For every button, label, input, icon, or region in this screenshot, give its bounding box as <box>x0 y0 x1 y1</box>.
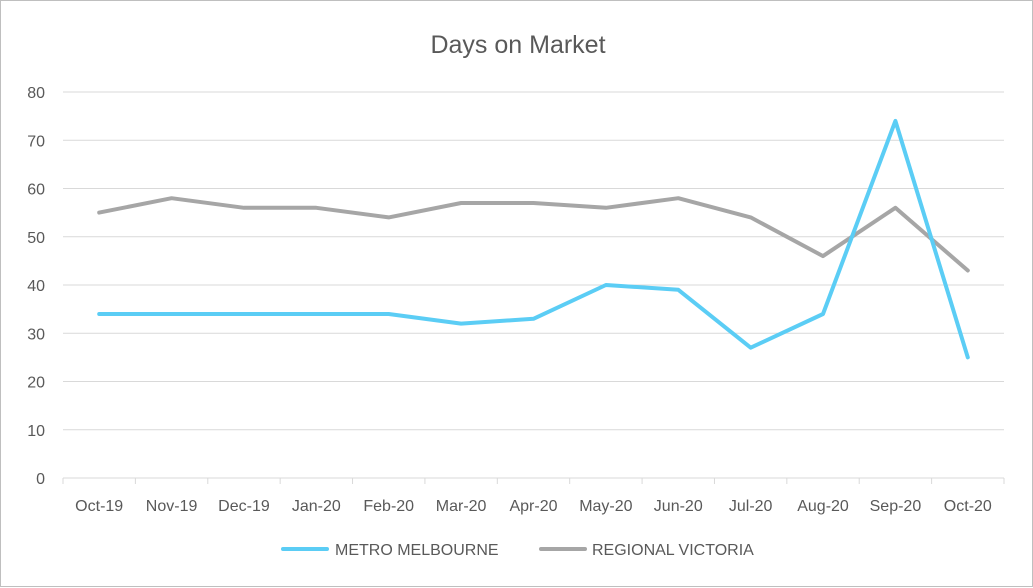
x-tick-label: Oct-19 <box>75 498 123 515</box>
legend-label: REGIONAL VICTORIA <box>592 542 754 559</box>
y-tick-label: 20 <box>27 375 45 392</box>
y-tick-label: 10 <box>27 423 45 440</box>
x-tick-label: Feb-20 <box>363 498 414 515</box>
x-tick-label: Jun-20 <box>654 498 703 515</box>
x-tick-label: Jul-20 <box>729 498 773 515</box>
y-tick-label: 70 <box>27 133 45 150</box>
y-tick-label: 50 <box>27 230 45 247</box>
x-tick-label: Apr-20 <box>509 498 557 515</box>
series-lines <box>97 118 970 360</box>
y-tick-label: 60 <box>27 182 45 199</box>
y-tick-label: 0 <box>36 471 45 488</box>
x-tick-label: Mar-20 <box>436 498 487 515</box>
x-tick-label: May-20 <box>579 498 632 515</box>
x-tick-label: Oct-20 <box>944 498 992 515</box>
x-tick-label: Jan-20 <box>292 498 341 515</box>
x-tick-label: Dec-19 <box>218 498 270 515</box>
x-axis-ticks: Oct-19 Nov-19 Dec-19 Jan-20 Feb-20 Mar-20 Apr-… <box>62 478 1005 515</box>
gridlines <box>63 91 1004 479</box>
x-tick-label: Nov-19 <box>146 498 198 515</box>
x-tick-label: Aug-20 <box>797 498 849 515</box>
y-tick-label: 80 <box>27 85 45 102</box>
series-line-0 <box>97 118 970 360</box>
legend-label: METRO MELBOURNE <box>335 542 499 559</box>
x-tick-label: Sep-20 <box>870 498 922 515</box>
chart-title: Days on Market <box>430 31 605 59</box>
series-line-1 <box>97 196 970 273</box>
y-tick-label: 40 <box>27 278 45 295</box>
legend: METRO MELBOURNE REGIONAL VICTORIA <box>281 542 754 559</box>
y-tick-label: 30 <box>27 326 45 343</box>
y-axis-ticks: 0 10 20 30 40 50 60 70 80 <box>27 85 45 488</box>
